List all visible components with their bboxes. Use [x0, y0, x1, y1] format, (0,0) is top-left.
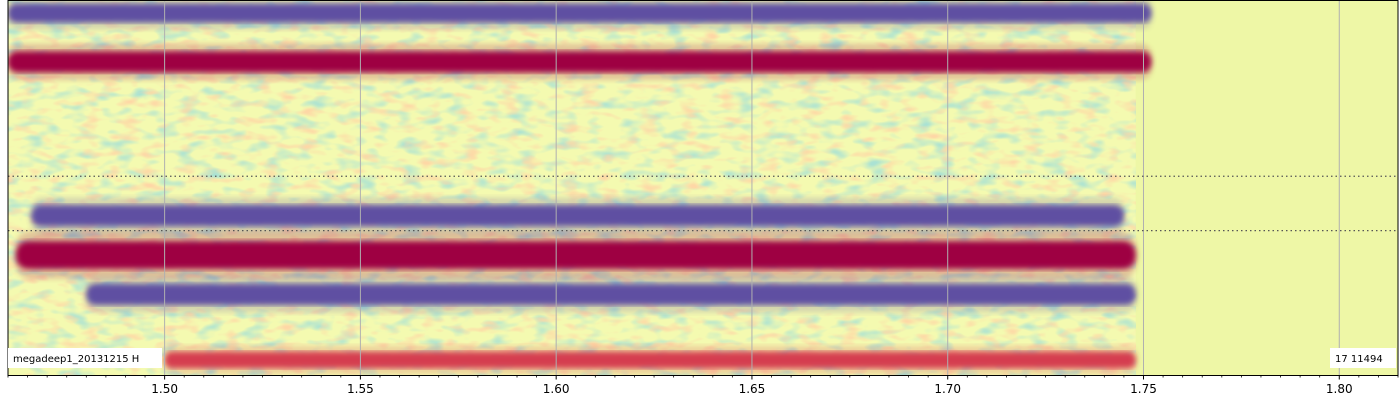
grid-layer	[164, 0, 1340, 375]
band-5	[164, 351, 1136, 369]
left-label-text: megadeep1_20131215 H	[13, 354, 139, 365]
x-tick-label-1: 1.55	[347, 382, 374, 396]
band-2	[31, 205, 1124, 227]
band-0	[8, 3, 1152, 23]
band-layer	[8, 0, 1152, 375]
band-3	[15, 241, 1136, 269]
x-tick-label-5: 1.75	[1130, 382, 1157, 396]
band-1	[8, 51, 1152, 73]
band-4	[86, 283, 1136, 305]
x-tick-label-6: 1.80	[1326, 382, 1353, 396]
x-tick-label-3: 1.65	[739, 382, 766, 396]
x-axis: 1.50 1.55 1.60 1.65 1.70 1.75 1.80	[7, 375, 1399, 396]
right-label-badge: 17 11494	[1330, 348, 1396, 368]
plot-frame	[7, 0, 1399, 376]
x-tick-label-2: 1.60	[543, 382, 570, 396]
x-tick-label-4: 1.70	[934, 382, 961, 396]
left-label-badge: megadeep1_20131215 H	[8, 348, 162, 368]
right-label-box	[1330, 348, 1396, 368]
x-tick-label-0: 1.50	[151, 382, 178, 396]
left-label-box	[8, 348, 162, 368]
right-label-text: 17 11494	[1335, 354, 1383, 365]
plot-area	[8, 0, 1398, 375]
